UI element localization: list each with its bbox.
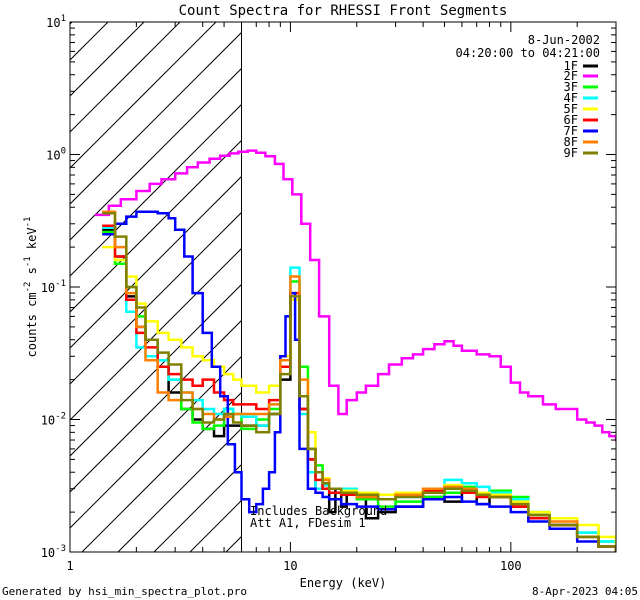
legend-label: 3F — [564, 80, 578, 94]
legend-item-8F: 8F — [564, 135, 598, 149]
series-layer — [95, 149, 616, 552]
plot-frame — [69, 21, 617, 553]
hatch-line — [370, 0, 640, 552]
legend-item-9F: 9F — [564, 146, 598, 160]
legend-label: 7F — [564, 124, 578, 138]
hatch-line — [70, 22, 109, 61]
legend-item-5F: 5F — [564, 102, 598, 116]
legend-label: 6F — [564, 113, 578, 127]
legend-item-1F: 1F — [564, 59, 598, 73]
hatch-line — [70, 355, 242, 529]
annotation-attenuator: Att A1, FDesim 1 — [250, 516, 366, 530]
legend-item-2F: 2F — [564, 69, 598, 83]
hatch-line — [70, 175, 242, 349]
series-2F-line — [95, 149, 616, 442]
y-tick-label-1e-3: 10-3 — [41, 544, 66, 560]
y-tick-label-1e0: 100 — [46, 147, 66, 163]
hatch-line — [298, 0, 640, 552]
y-tick-label-1e-2: 10-2 — [41, 412, 66, 428]
legend-label: 2F — [564, 69, 578, 83]
hatch-line — [406, 0, 640, 552]
x-tick-label-1: 1 — [66, 559, 73, 573]
legend-item-3F: 3F — [564, 80, 598, 94]
legend-label: 9F — [564, 146, 578, 160]
hatch-line — [334, 0, 640, 552]
hatch-line — [70, 22, 145, 97]
chart-title: Count Spectra for RHESSI Front Segments — [179, 3, 508, 19]
hatch-line — [70, 22, 73, 25]
hatch-region — [0, 0, 640, 552]
legend-label: 8F — [564, 135, 578, 149]
date-label: 8-Jun-2002 — [528, 33, 600, 47]
legend-item-6F: 6F — [564, 113, 598, 127]
legend-label: 4F — [564, 91, 578, 105]
legend-label: 1F — [564, 59, 578, 73]
hatch-line — [70, 22, 181, 133]
hatch-line — [70, 31, 242, 205]
hatch-line — [70, 67, 242, 241]
y-axis-label: counts cm-2 s-1 keV-1 — [23, 217, 39, 358]
hatch-line — [117, 427, 242, 552]
axis-ticks — [69, 21, 617, 553]
series-9F-line — [102, 212, 616, 552]
x-tick-labels: 1 10 100 — [66, 559, 521, 573]
hatch-line — [70, 139, 242, 313]
hatch-line — [0, 0, 106, 552]
legend-item-4F: 4F — [564, 91, 598, 105]
hatch-line — [70, 103, 242, 277]
series-3F-line — [102, 230, 616, 548]
y-tick-label-1e1: 101 — [46, 14, 66, 30]
footer-timestamp: 8-Apr-2023 04:05 — [532, 585, 638, 598]
hatch-line — [442, 0, 640, 552]
time-range-label: 04:20:00 to 04:21:00 — [456, 46, 601, 60]
x-tick-label-100: 100 — [500, 559, 522, 573]
y-tick-labels: 10-3 10-2 10-1 100 101 — [41, 14, 66, 560]
x-axis-label: Energy (keV) — [300, 576, 387, 590]
hatch-line — [70, 283, 242, 457]
hatch-line — [70, 319, 242, 493]
annotation-background: Includes Background — [250, 504, 387, 518]
hatch-line — [81, 391, 242, 552]
legend: 1F 2F 3F 4F 5F 6F 7F 8F 9F — [564, 59, 598, 160]
hatch-line — [70, 22, 217, 169]
footer-generated-by: Generated by hsi_min_spectra_plot.pro — [2, 585, 247, 598]
legend-item-7F: 7F — [564, 124, 598, 138]
hatch-line — [70, 211, 242, 385]
x-tick-label-10: 10 — [283, 559, 297, 573]
hatch-line — [70, 247, 242, 421]
legend-label: 5F — [564, 102, 578, 116]
y-tick-label-1e-1: 10-1 — [41, 279, 66, 295]
